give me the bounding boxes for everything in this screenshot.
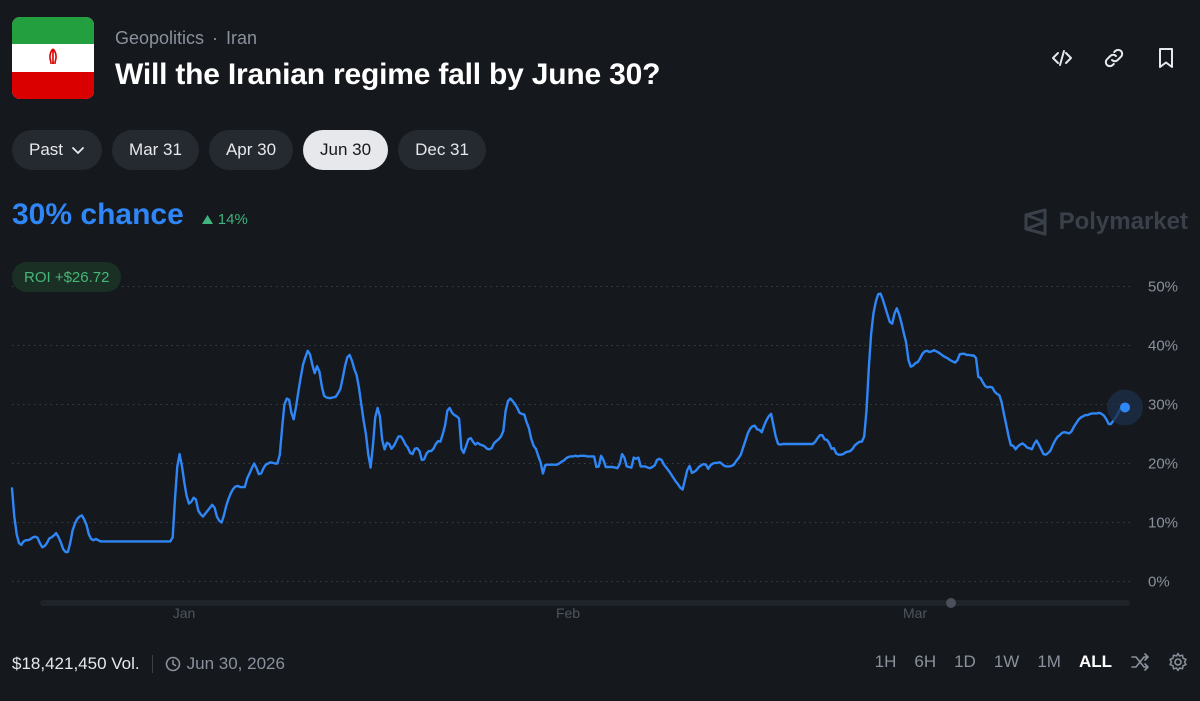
chance-value: 30% chance xyxy=(12,198,184,231)
polymarket-watermark: Polymarket xyxy=(1023,208,1188,236)
tab-mar-31[interactable]: Mar 31 xyxy=(112,130,199,170)
tab-apr-30[interactable]: Apr 30 xyxy=(208,130,294,170)
time-range-selector: 1H 6H 1D 1W 1M ALL xyxy=(875,652,1188,672)
volume: $18,421,450 Vol. xyxy=(12,654,140,673)
iran-emblem-icon xyxy=(49,48,57,64)
end-date-text: Jun 30, 2026 xyxy=(186,654,285,673)
y-tick-label: 10% xyxy=(1148,515,1178,532)
y-tick-label: 50% xyxy=(1148,279,1178,296)
tab-past[interactable]: Past xyxy=(12,130,103,170)
chance-delta: 14% xyxy=(201,211,248,228)
range-1h[interactable]: 1H xyxy=(874,652,897,671)
breadcrumb-category[interactable]: Geopolitics xyxy=(115,28,205,48)
tab-dec-31[interactable]: Dec 31 xyxy=(398,130,486,170)
price-chart[interactable]: 50% 40% 30% 20% 10% 0% Jan Feb Mar xyxy=(0,270,1200,630)
breadcrumb-separator: · xyxy=(212,28,219,48)
y-tick-label: 0% xyxy=(1148,574,1170,591)
x-tick-label: Feb xyxy=(556,605,580,621)
breadcrumb-subcategory[interactable]: Iran xyxy=(226,28,258,48)
chevron-down-icon xyxy=(72,147,84,154)
range-1m[interactable]: 1M xyxy=(1037,652,1061,671)
gear-icon[interactable] xyxy=(1168,652,1188,672)
tab-label: Past xyxy=(29,140,64,159)
bookmark-icon[interactable] xyxy=(1154,46,1178,70)
polymarket-logo-icon xyxy=(1024,208,1047,236)
y-tick-label: 20% xyxy=(1148,456,1178,473)
end-date: Jun 30, 2026 xyxy=(165,654,285,674)
range-all[interactable]: ALL xyxy=(1078,652,1112,671)
page-title: Will the Iranian regime fall by June 30? xyxy=(115,58,661,91)
link-icon[interactable] xyxy=(1102,46,1126,70)
range-1w[interactable]: 1W xyxy=(993,652,1020,671)
embed-icon[interactable] xyxy=(1050,46,1074,70)
chance-summary: 30% chance 14% xyxy=(12,198,248,232)
shuffle-icon[interactable] xyxy=(1130,652,1150,672)
market-image-iran-flag xyxy=(12,17,94,99)
range-1d[interactable]: 1D xyxy=(954,652,976,671)
chance-delta-value: 14% xyxy=(217,211,248,228)
brand-name: Polymarket xyxy=(1058,208,1188,235)
footer-divider xyxy=(151,655,153,673)
market-footer-info: $18,421,450 Vol. Jun 30, 2026 xyxy=(12,654,285,674)
triangle-up-icon xyxy=(201,215,213,224)
market-actions xyxy=(1050,46,1178,70)
y-tick-label: 40% xyxy=(1148,338,1178,355)
roi-badge: ROI +$26.72 xyxy=(12,262,122,292)
y-tick-label: 30% xyxy=(1148,397,1178,414)
breadcrumb: Geopolitics · Iran xyxy=(115,28,257,49)
clock-icon xyxy=(165,656,180,672)
tab-jun-30[interactable]: Jun 30 xyxy=(303,130,389,170)
x-tick-label: Jan xyxy=(173,605,196,621)
series-line xyxy=(10,292,1127,554)
date-tabs: Past Mar 31 Apr 30 Jun 30 Dec 31 xyxy=(12,130,486,170)
range-6h[interactable]: 6H xyxy=(914,652,937,671)
chart-scrollbar-track[interactable] xyxy=(40,600,1130,606)
chart-scrollbar-handle[interactable] xyxy=(946,598,956,608)
current-point xyxy=(1120,402,1130,413)
x-tick-label: Mar xyxy=(903,605,927,621)
